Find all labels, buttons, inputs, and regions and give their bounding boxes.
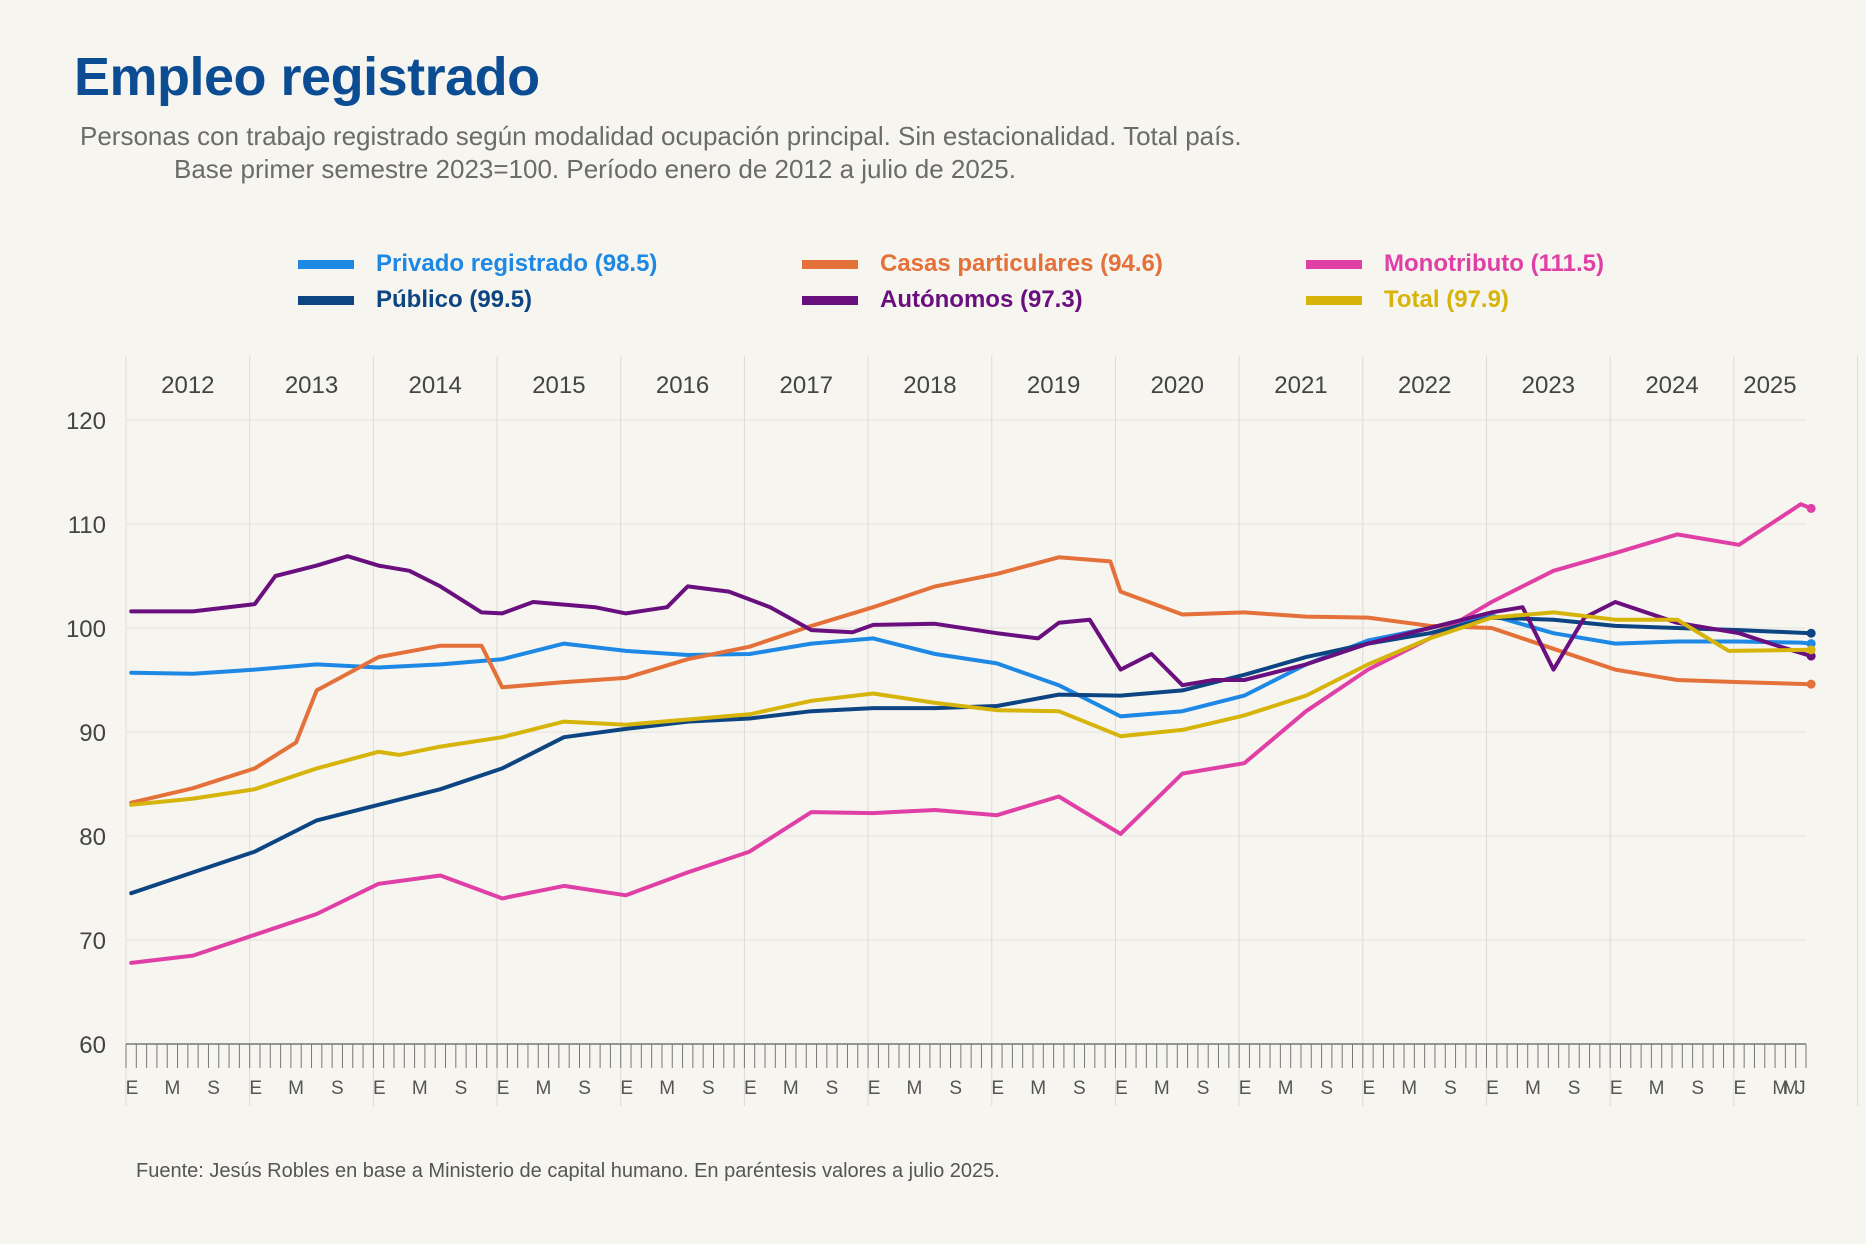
year-label: 2012 <box>161 372 214 399</box>
legend-label: Privado registrado (98.5) <box>376 250 658 277</box>
series-line <box>129 554 1814 688</box>
month-label: E <box>126 1078 139 1099</box>
legend-item-privado[interactable]: Privado registrado (98.5) <box>298 250 802 277</box>
legend-item-casas[interactable]: Casas particulares (94.6) <box>802 250 1306 277</box>
month-label: E <box>1486 1078 1499 1099</box>
series-line <box>129 555 1814 805</box>
month-label: S <box>1320 1078 1333 1099</box>
month-label: S <box>1197 1078 1210 1099</box>
month-label: E <box>1610 1078 1623 1099</box>
legend-label: Total (97.9) <box>1384 286 1509 313</box>
month-label: E <box>497 1078 510 1099</box>
y-tick-label: 120 <box>66 408 106 435</box>
month-label: S <box>702 1078 715 1099</box>
month-label: M <box>1772 1078 1788 1099</box>
month-label: M <box>164 1078 180 1099</box>
legend-swatch <box>1306 259 1362 269</box>
month-label: M <box>783 1078 799 1099</box>
subtitle-line-2: Base primer semestre 2023=100. Período e… <box>174 154 1016 184</box>
month-label: E <box>1734 1078 1747 1099</box>
legend-label: Monotributo (111.5) <box>1384 250 1605 277</box>
legend-swatch <box>802 295 858 305</box>
legend-swatch <box>298 295 354 305</box>
year-label: 2014 <box>409 372 462 399</box>
series-end-marker <box>1806 628 1816 638</box>
month-label: M <box>288 1078 304 1099</box>
month-label: M <box>1783 1078 1799 1099</box>
month-label: M <box>412 1078 428 1099</box>
month-label: S <box>826 1078 839 1099</box>
month-label: E <box>373 1078 386 1099</box>
legend-item-publico[interactable]: Público (99.5) <box>298 286 802 313</box>
series-end-marker <box>1806 679 1816 689</box>
month-label: E <box>249 1078 262 1099</box>
y-tick-label: 100 <box>66 616 106 643</box>
month-label: E <box>620 1078 633 1099</box>
month-label: M <box>1525 1078 1541 1099</box>
month-label: S <box>949 1078 962 1099</box>
legend-item-autonomos[interactable]: Autónomos (97.3) <box>802 286 1306 313</box>
month-label: M <box>1030 1078 1046 1099</box>
y-tick-label: 110 <box>68 512 106 539</box>
month-label: E <box>1362 1078 1375 1099</box>
month-label: M <box>1649 1078 1665 1099</box>
month-label: S <box>1691 1078 1704 1099</box>
legend-label: Autónomos (97.3) <box>880 286 1083 313</box>
y-tick-label: 60 <box>79 1032 106 1059</box>
month-label: E <box>1239 1078 1252 1099</box>
year-label: 2013 <box>285 372 338 399</box>
year-label: 2025 <box>1743 372 1796 399</box>
y-tick-label: 80 <box>79 824 106 851</box>
chart-legend: Privado registrado (98.5) Casas particul… <box>298 250 1810 313</box>
month-label: S <box>207 1078 220 1099</box>
month-label: M <box>907 1078 923 1099</box>
series-end-marker <box>1806 651 1816 661</box>
month-label: E <box>744 1078 757 1099</box>
year-label: 2016 <box>656 372 709 399</box>
month-label: E <box>1115 1078 1128 1099</box>
month-label: M <box>1278 1078 1294 1099</box>
legend-label: Público (99.5) <box>376 286 533 313</box>
chart-subtitle: Personas con trabajo registrado según mo… <box>80 120 1420 186</box>
source-note: Fuente: Jesús Robles en base a Ministeri… <box>136 1160 1000 1182</box>
year-label: 2015 <box>532 372 585 399</box>
y-tick-label: 70 <box>79 928 106 955</box>
legend-swatch <box>802 259 858 269</box>
series-line <box>129 610 1814 807</box>
y-tick-label: 90 <box>79 720 106 747</box>
month-label: M <box>536 1078 552 1099</box>
series-end-marker <box>1806 639 1816 649</box>
year-label: 2022 <box>1398 372 1451 399</box>
month-label: M <box>1154 1078 1170 1099</box>
month-label: S <box>1073 1078 1086 1099</box>
year-label: 2024 <box>1645 372 1698 399</box>
legend-swatch <box>1306 295 1362 305</box>
month-label: M <box>659 1078 675 1099</box>
subtitle-line-1: Personas con trabajo registrado según mo… <box>80 121 1242 151</box>
series-end-marker <box>1806 503 1816 513</box>
legend-item-total[interactable]: Total (97.9) <box>1306 286 1810 313</box>
year-label: 2019 <box>1027 372 1080 399</box>
month-label: E <box>991 1078 1004 1099</box>
year-label: 2023 <box>1522 372 1575 399</box>
legend-item-monotributo[interactable]: Monotributo (111.5) <box>1306 250 1810 277</box>
month-label: S <box>1568 1078 1581 1099</box>
month-label: E <box>868 1078 881 1099</box>
chart-title: Empleo registrado <box>74 47 540 107</box>
year-label: 2018 <box>903 372 956 399</box>
month-label: S <box>331 1078 344 1099</box>
year-label: 2020 <box>1151 372 1204 399</box>
month-label: S <box>455 1078 468 1099</box>
legend-label: Casas particulares (94.6) <box>880 250 1163 277</box>
month-label: J <box>1796 1078 1806 1099</box>
year-label: 2021 <box>1274 372 1327 399</box>
month-label: S <box>1444 1078 1457 1099</box>
series-line <box>129 502 1814 965</box>
month-label: S <box>578 1078 591 1099</box>
year-label: 2017 <box>780 372 833 399</box>
legend-swatch <box>298 259 354 269</box>
month-label: M <box>1401 1078 1417 1099</box>
series-end-marker <box>1806 645 1816 655</box>
